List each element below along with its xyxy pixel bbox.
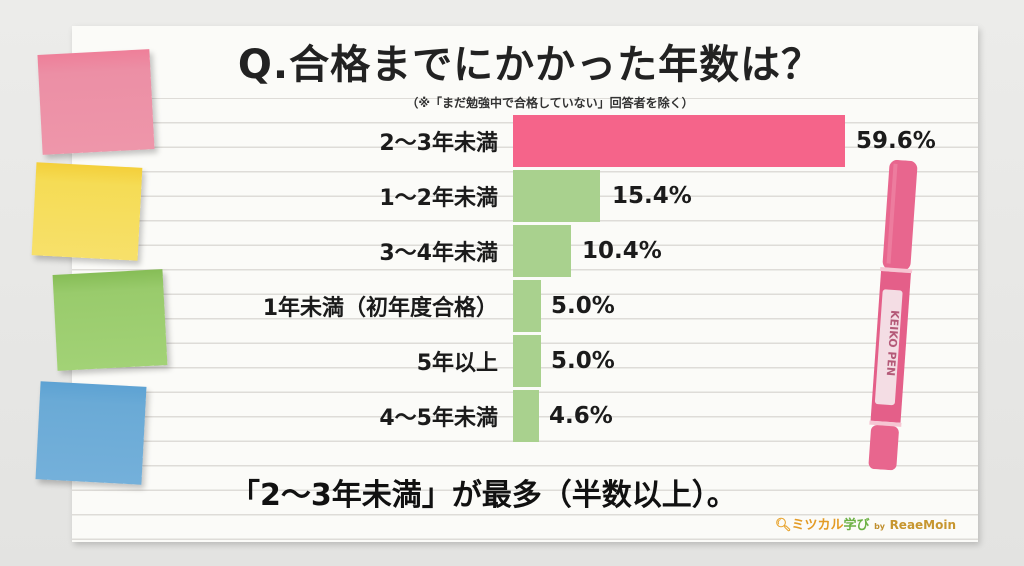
row-label: 1年未満（初年度合格）: [262, 296, 498, 321]
paper-header-area: [72, 26, 978, 98]
bar-row: 2〜3年未満 59.6%: [0, 115, 1024, 167]
bar-row: 1〜2年未満 15.4%: [0, 170, 1024, 222]
bar: [513, 280, 541, 332]
row-value: 15.4%: [612, 183, 692, 209]
row-label: 2〜3年未満: [379, 131, 498, 156]
row-label: 3〜4年未満: [379, 241, 498, 266]
bar: [513, 335, 541, 387]
row-value: 5.0%: [551, 348, 615, 374]
magnifier-icon: 🔍︎: [775, 518, 792, 533]
chart-title: Q.合格までにかかった年数は？: [237, 42, 823, 88]
row-label: 1〜2年未満: [379, 186, 498, 211]
bar: [513, 390, 539, 442]
bar-row: 5年以上 5.0%: [0, 335, 1024, 387]
row-value: 59.6%: [856, 128, 936, 154]
bar-row: 4〜5年未満 4.6%: [0, 390, 1024, 442]
row-label: 4〜5年未満: [379, 406, 498, 431]
bar: [513, 225, 571, 277]
marker-pen-icon: KEIKO PEN: [868, 159, 918, 471]
bar-row: 3〜4年未満 10.4%: [0, 225, 1024, 277]
bar: [513, 170, 600, 222]
chart-subtitle: （※「まだ勉強中で合格していない」回答者を除く）: [406, 96, 694, 110]
bar-highlight: [513, 115, 845, 167]
svg-text:KEIKO PEN: KEIKO PEN: [884, 310, 902, 377]
brand-logo: 🔍︎ミツカル学び by ReaeMoin: [775, 518, 957, 533]
row-label: 5年以上: [416, 351, 498, 376]
bar-row: 1年未満（初年度合格） 5.0%: [0, 280, 1024, 332]
row-value: 10.4%: [582, 238, 662, 264]
row-value: 5.0%: [551, 293, 615, 319]
row-value: 4.6%: [549, 403, 613, 429]
conclusion-text: 「2〜3年未満」が最多（半数以上）。: [230, 478, 737, 513]
